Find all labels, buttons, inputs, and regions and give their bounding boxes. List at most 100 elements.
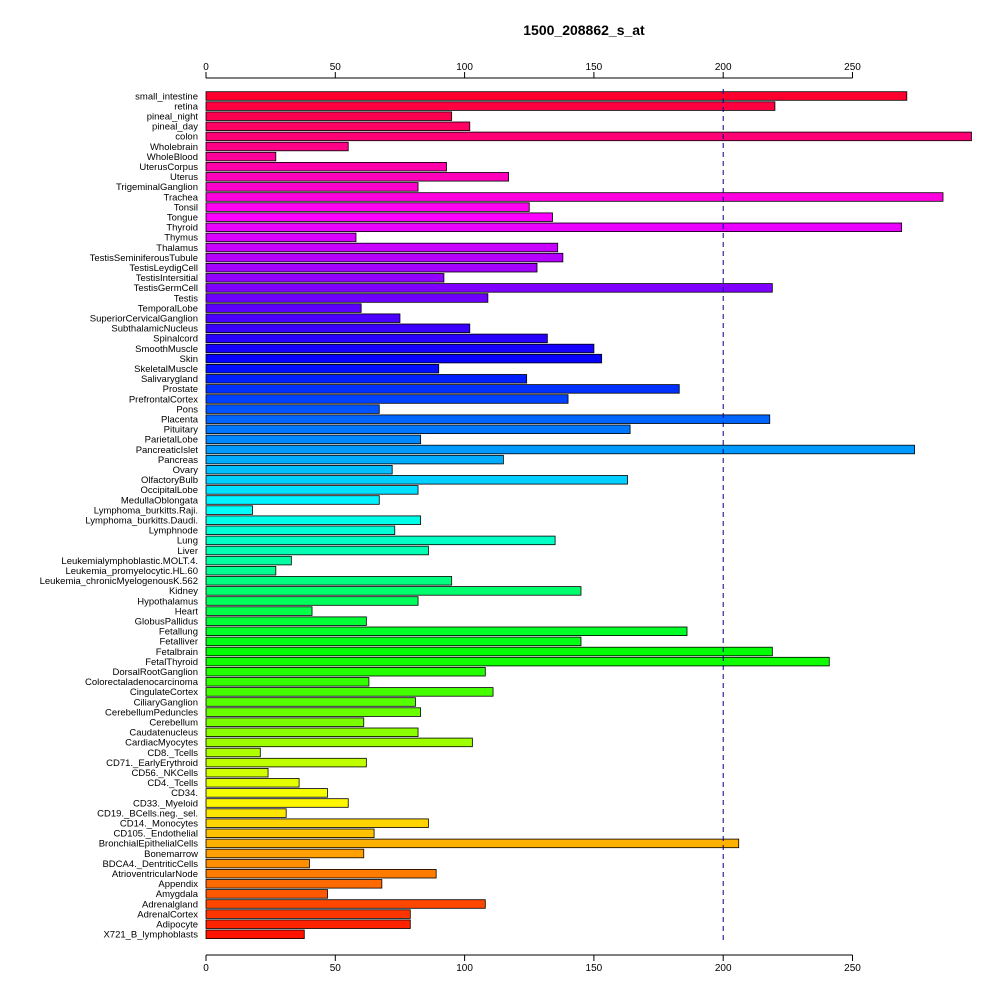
category-label: WholeBlood bbox=[147, 152, 198, 163]
bar-CD14._Monocytes bbox=[205, 818, 429, 828]
category-label: Colorectaladenocarcinoma bbox=[85, 677, 199, 688]
category-label: TestisIntersitial bbox=[136, 273, 198, 284]
category-label: small_intestine bbox=[135, 91, 198, 102]
bar-TestisGermCell bbox=[205, 283, 773, 293]
bars-group bbox=[205, 91, 972, 940]
category-label: Liver bbox=[177, 546, 198, 557]
bar-Tonsil bbox=[205, 202, 530, 212]
bar-CD33._Myeloid bbox=[205, 798, 349, 808]
bar-CD105._Endothelial bbox=[205, 828, 375, 839]
category-label: CD105._Endothelial bbox=[113, 829, 198, 840]
category-label: AdrenalCortex bbox=[137, 909, 198, 920]
category-label: X721_B_lymphoblasts bbox=[103, 930, 198, 941]
bar-Adrenalgland bbox=[205, 899, 486, 909]
category-label: Pons bbox=[176, 404, 198, 415]
bar-Colorectaladenocarcinoma bbox=[205, 677, 370, 687]
bar-CingulateCortex bbox=[205, 687, 494, 697]
category-label: OlfactoryBulb bbox=[141, 475, 198, 486]
category-label: Tonsil bbox=[174, 202, 198, 213]
category-label: Leukemia_chronicMyelogenousK.562 bbox=[40, 576, 198, 587]
bar-AtrioventricularNode bbox=[205, 869, 437, 879]
bar-Ovary bbox=[205, 464, 393, 475]
category-label: CD14._Monocytes bbox=[120, 819, 198, 830]
category-label: CD56._NKCells bbox=[131, 768, 198, 779]
bar-Lymphoma_burkitts.Daudi. bbox=[205, 515, 422, 525]
bar-ParietalLobe bbox=[205, 434, 422, 445]
top-x-axis: 0 50 100 150 200 250 bbox=[203, 62, 861, 79]
category-label: TestisSeminiferousTubule bbox=[90, 253, 198, 264]
category-label: SubthalamicNucleus bbox=[111, 324, 198, 335]
bar-Fetalbrain bbox=[205, 646, 773, 657]
category-label: Thyroid bbox=[166, 223, 198, 234]
category-label: Bonemarrow bbox=[144, 849, 198, 860]
category-label: Tongue bbox=[167, 213, 198, 224]
category-label: Lymphoma_burkitts.Raji. bbox=[94, 505, 198, 516]
category-label: Caudatenucleus bbox=[129, 728, 198, 739]
bar-Bonemarrow bbox=[205, 848, 365, 859]
category-label: Leukemialymphoblastic.MOLT.4. bbox=[61, 556, 198, 567]
category-label: SmoothMuscle bbox=[135, 344, 198, 355]
category-label: BronchialEpithelialCells bbox=[99, 839, 199, 850]
bar-AdrenalCortex bbox=[205, 909, 411, 919]
bar-Amygdala bbox=[205, 889, 328, 899]
chart-title: 1500_208862_s_at bbox=[523, 22, 645, 38]
bar-DorsalRootGanglion bbox=[205, 667, 486, 677]
category-label: CingulateCortex bbox=[130, 687, 198, 698]
category-label: Ovary bbox=[173, 465, 199, 476]
category-label: Lymphoma_burkitts.Daudi. bbox=[85, 516, 198, 527]
bar-Cerebellum bbox=[205, 717, 365, 727]
bar-CD8._Tcells bbox=[205, 747, 261, 758]
top-tick-label: 50 bbox=[330, 62, 342, 73]
category-label: TestisGermCell bbox=[134, 283, 198, 294]
category-label: Thymus bbox=[164, 233, 198, 244]
category-label: Amygdala bbox=[156, 889, 199, 900]
category-label: FetalThyroid bbox=[145, 657, 198, 668]
bar-WholeBlood bbox=[205, 151, 277, 162]
category-label: Prostate bbox=[163, 384, 198, 395]
bar-PancreaticIslet bbox=[205, 444, 915, 455]
category-label: Salivarygland bbox=[141, 374, 198, 385]
bar-pineal_day bbox=[205, 121, 471, 132]
bar-Pons bbox=[205, 404, 380, 414]
bar-Pancreas bbox=[205, 454, 504, 465]
bar-Leukemia_promyelocytic.HL.60 bbox=[205, 566, 277, 576]
bar-Appendix bbox=[205, 879, 383, 889]
bar-UterusCorpus bbox=[205, 161, 447, 172]
category-label: GlobusPallidus bbox=[135, 617, 199, 628]
category-labels: small_intestineretinapineal_nightpineal_… bbox=[40, 91, 199, 940]
bar-Leukemialymphoblastic.MOLT.4. bbox=[205, 555, 292, 566]
category-label: Testis bbox=[174, 293, 199, 304]
bar-Kidney bbox=[205, 586, 582, 596]
bar-X721_B_lymphoblasts bbox=[205, 929, 305, 940]
bottom-tick-label: 0 bbox=[203, 963, 209, 974]
bar-CD56._NKCells bbox=[205, 768, 269, 778]
bar-Liver bbox=[205, 545, 429, 556]
bar-SmoothMuscle bbox=[205, 343, 595, 354]
category-label: Skin bbox=[180, 354, 198, 365]
bar-SkeletalMuscle bbox=[205, 363, 440, 374]
bar-pineal_night bbox=[205, 111, 453, 121]
bar-BDCA4._DentriticCells bbox=[205, 858, 310, 869]
bar-Heart bbox=[205, 606, 313, 616]
bottom-tick-label: 250 bbox=[844, 963, 861, 974]
category-label: CardiacMyocytes bbox=[125, 738, 198, 749]
category-label: Lung bbox=[177, 536, 198, 547]
category-label: TrigeminalGanglion bbox=[116, 182, 198, 193]
category-label: Leukemia_promyelocytic.HL.60 bbox=[65, 566, 198, 577]
category-label: OccipitalLobe bbox=[140, 485, 198, 496]
top-tick-label: 0 bbox=[203, 62, 209, 73]
category-label: ParietalLobe bbox=[145, 435, 198, 446]
category-label: Fetalliver bbox=[159, 637, 198, 648]
bar-Lymphoma_burkitts.Raji. bbox=[205, 505, 253, 515]
bar-Spinalcord bbox=[205, 333, 548, 344]
category-label: Spinalcord bbox=[153, 334, 198, 345]
category-label: Adipocyte bbox=[156, 920, 198, 931]
bar-Trachea bbox=[205, 192, 944, 202]
category-label: BDCA4._DentriticCells bbox=[102, 859, 198, 870]
bar-Skin bbox=[205, 353, 603, 364]
category-label: Fetalbrain bbox=[156, 647, 198, 658]
bottom-tick-label: 200 bbox=[715, 963, 732, 974]
bar-CiliaryGanglion bbox=[205, 697, 416, 707]
category-label: pineal_day bbox=[152, 122, 198, 133]
